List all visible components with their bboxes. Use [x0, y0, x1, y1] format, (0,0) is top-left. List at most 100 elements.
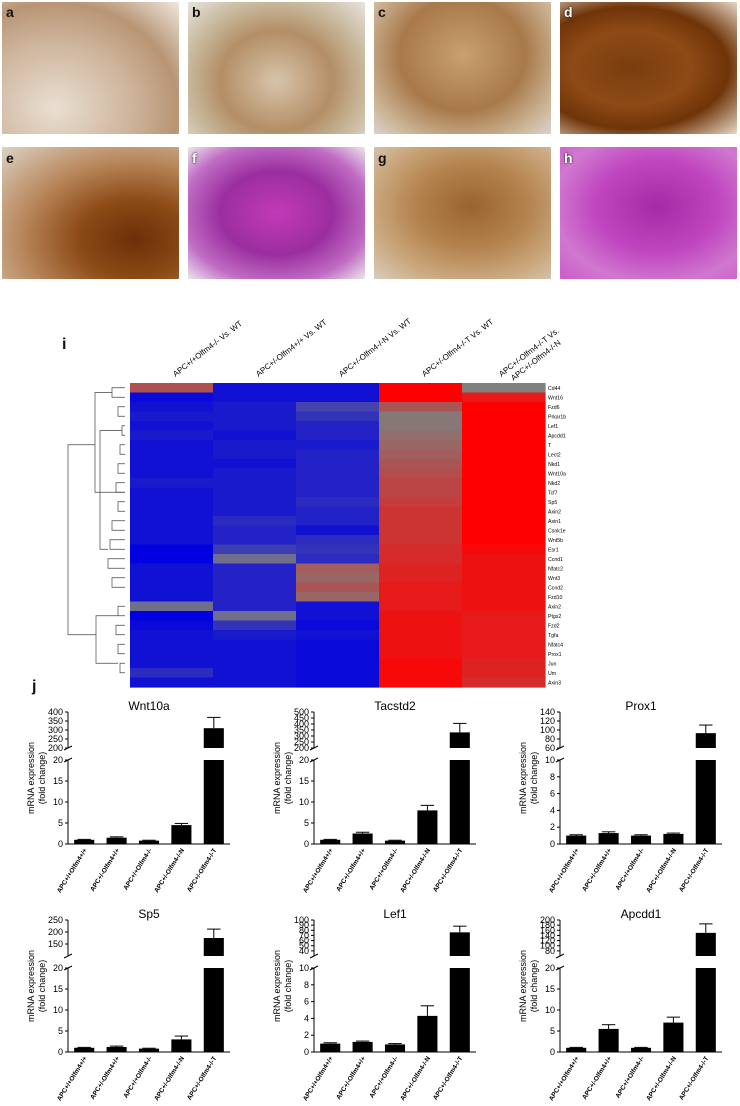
- heatmap-cell: [296, 421, 380, 432]
- bar: [449, 932, 470, 956]
- heatmap-cell: [296, 639, 380, 650]
- x-tick-label: APC+/-Olfm4-/-T: [678, 1055, 710, 1101]
- panel-label-e: e: [6, 150, 14, 166]
- heatmap-cell: [462, 611, 546, 622]
- x-tick-label: APC+/-Olfm4-/-N: [645, 1055, 678, 1102]
- y-tick-label: 350: [294, 725, 309, 735]
- micrograph-b: [188, 2, 365, 134]
- heatmap-cell: [130, 563, 214, 574]
- y-tick-label: 450: [294, 713, 309, 723]
- heatmap-cell: [213, 554, 297, 565]
- x-tick-label: APC+/+Olfm4-/-: [368, 1055, 399, 1099]
- y-tick-label: 2: [304, 1030, 309, 1040]
- axis-break-mark: [309, 953, 319, 959]
- y-tick-label: 15: [299, 776, 309, 786]
- bar: [203, 760, 224, 844]
- bar: [138, 840, 160, 844]
- heatmap-cell: [379, 487, 463, 498]
- bar: [203, 938, 224, 956]
- panel-label-h: h: [564, 150, 573, 166]
- heatmap-cell: [130, 421, 214, 432]
- panel-label-i: i: [62, 336, 67, 353]
- heatmap-cell: [379, 478, 463, 489]
- y-tick-label: 250: [48, 734, 63, 744]
- bar: [417, 1015, 438, 1052]
- heatmap-cell: [379, 620, 463, 631]
- heatmap-cell: [462, 620, 546, 631]
- heatmap-row-label: Apcdd1: [548, 434, 566, 440]
- y-axis-label: mRNA expression: [518, 950, 528, 1022]
- y-tick-label: 20: [299, 755, 309, 765]
- heatmap-cell: [462, 506, 546, 517]
- heatmap-cell: [213, 649, 297, 660]
- bar: [74, 1047, 95, 1052]
- x-tick-label: APC+/+Olfm4-/-: [122, 847, 153, 891]
- bar: [695, 968, 716, 1052]
- heatmap-cell: [462, 392, 546, 403]
- x-tick-label: APC+/-Olfm4-/-N: [399, 1055, 432, 1102]
- heatmap-cell: [296, 497, 380, 508]
- heatmap-row-label: Wnt10a: [548, 472, 566, 478]
- heatmap-column-label: APC+/-Olfm4+/+ Vs. WT: [254, 318, 328, 379]
- x-tick-label: APC+/-Olfm4+/+: [89, 1055, 121, 1101]
- heatmap-cell: [462, 649, 546, 660]
- heatmap-chart: APC+/+Olfm4-/- Vs. WT APC+/-Olfm4+/+ Vs. …: [67, 317, 566, 688]
- heatmap-cell: [130, 497, 214, 508]
- heatmap-cell: [296, 658, 380, 669]
- y-tick-label: 5: [304, 818, 309, 828]
- y-tick-label: 60: [545, 743, 555, 753]
- heatmap-cell: [462, 468, 546, 479]
- y-tick-label: 400: [294, 719, 309, 729]
- heatmap-cell: [462, 411, 546, 422]
- x-tick-label: APC+/+Olfm4-/-: [614, 1055, 645, 1099]
- dendrogram-branch: [94, 392, 125, 493]
- bar: [74, 839, 95, 844]
- heatmap-cell: [379, 516, 463, 527]
- heatmap-cell: [462, 601, 546, 612]
- heatmap-cell: [462, 573, 546, 584]
- heatmap-cell: [462, 430, 546, 441]
- bar: [352, 833, 373, 844]
- y-tick-label: 5: [550, 1026, 555, 1036]
- y-tick-label: 5: [58, 818, 63, 828]
- y-axis-label: mRNA expression: [518, 742, 528, 814]
- y-tick-label: 10: [299, 963, 309, 973]
- heatmap-row-label: Axin3: [548, 681, 561, 687]
- y-tick-label: 10: [53, 797, 63, 807]
- heatmap-cell: [130, 383, 214, 394]
- heatmap-row-label: Wnt16: [548, 396, 563, 402]
- dendrogram-branch: [109, 539, 125, 550]
- heatmap-cell: [213, 630, 297, 641]
- heatmap-row-label: Sp5: [548, 500, 557, 506]
- heatmap-cell: [213, 639, 297, 650]
- heatmap-cell: [296, 582, 380, 593]
- y-tick-label: 200: [540, 915, 555, 925]
- y-tick-label: 0: [304, 839, 309, 849]
- bar: [384, 1044, 406, 1052]
- y-tick-label: 140: [540, 930, 555, 940]
- x-tick-label: APC+/-Olfm4+/+: [89, 847, 121, 893]
- heatmap-cell: [296, 573, 380, 584]
- bar: [630, 1047, 652, 1052]
- dendrogram-branch: [115, 624, 125, 636]
- micrograph-a: [2, 2, 179, 134]
- panel-label-b: b: [192, 4, 201, 20]
- heatmap-cell: [130, 525, 214, 536]
- y-tick-label: 0: [550, 839, 555, 849]
- y-axis-label: mRNA expression: [26, 742, 36, 814]
- heatmap-row-label: Nfatc2: [548, 567, 563, 573]
- chart-title: Wnt10a: [128, 699, 170, 713]
- heatmap-cell: [296, 468, 380, 479]
- y-tick-label: 6: [550, 789, 555, 799]
- heatmap-row-label: Nfatc4: [548, 643, 563, 649]
- bar: [630, 835, 652, 844]
- heatmap-cell: [462, 497, 546, 508]
- y-tick-label: 6: [304, 997, 309, 1007]
- y-axis-label: (fold change): [37, 960, 47, 1013]
- dendrogram: [67, 387, 125, 674]
- heatmap-cell: [130, 392, 214, 403]
- dendrogram-branch: [119, 444, 125, 455]
- heatmap-cell: [213, 601, 297, 612]
- heatmap-cell: [296, 506, 380, 517]
